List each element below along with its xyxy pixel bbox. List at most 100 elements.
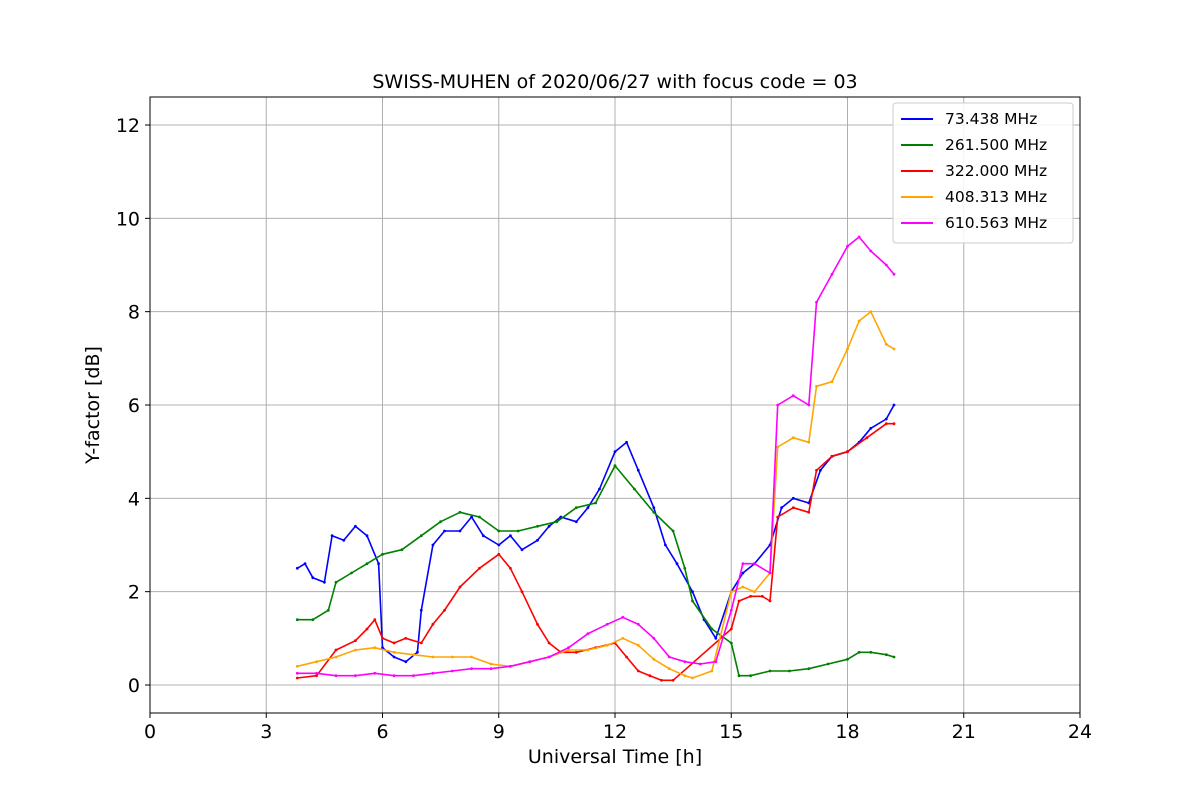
x-tick-label: 12 (603, 721, 627, 743)
data-point (311, 576, 315, 580)
data-point (520, 548, 524, 552)
data-point (392, 641, 396, 645)
data-point (354, 674, 357, 678)
data-point (636, 622, 640, 626)
data-point (892, 655, 896, 659)
data-point (776, 515, 780, 519)
data-point (857, 650, 861, 654)
data-point (892, 272, 896, 276)
data-point (826, 662, 830, 666)
data-point (330, 534, 334, 538)
data-point (683, 566, 687, 570)
data-point (667, 655, 671, 659)
chart-title: SWISS-MUHEN of 2020/06/27 with focus cod… (372, 71, 857, 93)
data-point (652, 506, 656, 510)
data-point (807, 403, 811, 407)
data-point (865, 436, 869, 440)
data-point (729, 608, 733, 612)
data-point (326, 608, 330, 612)
legend-label: 261.500 MHz (945, 136, 1047, 154)
data-point (334, 655, 338, 659)
data-point (458, 529, 462, 533)
data-point (373, 646, 377, 650)
data-point (323, 580, 326, 584)
data-point (381, 552, 384, 556)
data-point (392, 674, 396, 678)
data-point (574, 520, 578, 524)
data-point (350, 571, 353, 575)
data-point (737, 674, 741, 678)
data-point (636, 669, 640, 673)
data-point (497, 529, 501, 533)
series-line (297, 236, 895, 677)
data-point (431, 655, 435, 659)
x-tick-label: 15 (719, 721, 743, 743)
data-point (884, 342, 888, 346)
data-point (311, 618, 315, 622)
data-point (419, 608, 423, 612)
data-point (567, 646, 570, 650)
data-point (788, 669, 791, 673)
data-point (489, 662, 493, 666)
data-point (470, 515, 473, 519)
y-tick-label: 2 (128, 582, 140, 604)
data-point (555, 520, 559, 524)
data-point (846, 657, 849, 661)
x-axis-label: Universal Time [h] (528, 746, 702, 768)
data-point (354, 648, 357, 652)
data-point (567, 648, 570, 652)
legend-label: 408.313 MHz (945, 188, 1047, 206)
data-point (536, 538, 539, 542)
data-point (419, 534, 423, 538)
data-point (884, 417, 888, 421)
data-point (729, 590, 733, 594)
data-point (412, 674, 415, 678)
series-layer (295, 235, 896, 682)
data-point (675, 562, 679, 566)
data-point (528, 660, 532, 664)
x-tick-label: 3 (260, 721, 272, 743)
data-point (648, 674, 652, 678)
data-point (636, 468, 640, 472)
data-point (295, 618, 299, 622)
legend: 73.438 MHz 261.500 MHz 322.000 MHz 408.313 … (892, 102, 1074, 244)
data-point (470, 655, 473, 659)
x-tick-label: 0 (144, 721, 156, 743)
data-point (489, 667, 493, 671)
data-point (303, 562, 307, 566)
data-point (776, 445, 780, 449)
data-point (768, 599, 772, 603)
data-point (737, 599, 741, 603)
data-point (714, 660, 718, 664)
data-point (621, 636, 625, 640)
data-point (667, 667, 671, 671)
data-point (884, 422, 888, 426)
x-tick-label: 6 (376, 721, 388, 743)
data-point (295, 671, 299, 675)
data-point (636, 643, 640, 647)
data-point (365, 627, 369, 631)
data-point (815, 384, 818, 388)
data-point (443, 608, 446, 612)
data-point (586, 632, 590, 636)
data-point (547, 655, 551, 659)
data-point (605, 622, 609, 626)
data-point (450, 669, 454, 673)
data-point (586, 506, 590, 510)
data-point (892, 347, 896, 351)
x-tick-label: 9 (493, 721, 505, 743)
data-point (509, 664, 512, 668)
data-point (594, 501, 597, 505)
data-point (342, 538, 346, 542)
data-point (516, 529, 520, 533)
data-point (691, 599, 694, 603)
data-point (574, 650, 578, 654)
data-point (625, 440, 628, 444)
data-point (450, 655, 454, 659)
x-tick-label: 21 (952, 721, 976, 743)
legend-label: 322.000 MHz (945, 162, 1047, 180)
data-point (819, 468, 822, 472)
data-point (509, 534, 512, 538)
data-point (536, 622, 539, 626)
data-point (683, 674, 687, 678)
